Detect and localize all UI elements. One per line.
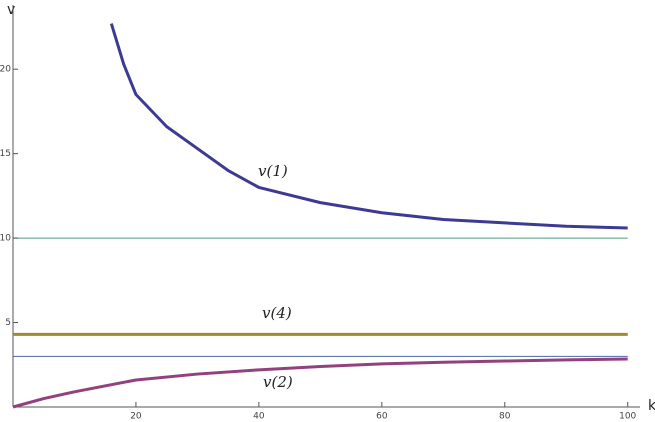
series-label: v(4) — [262, 304, 292, 322]
x-tick-label: 80 — [499, 412, 511, 422]
x-axis-label: k — [648, 398, 655, 414]
y-tick-label: 20 — [0, 65, 11, 75]
series-label: v(2) — [263, 373, 293, 391]
x-tick-label: 20 — [130, 412, 142, 422]
x-tick-label: 100 — [619, 412, 636, 422]
y-tick-label: 15 — [0, 149, 11, 159]
y-tick-label: 10 — [0, 234, 11, 244]
y-axis-label: v — [7, 2, 15, 18]
x-tick-label: 40 — [253, 412, 265, 422]
series-line — [109, 23, 628, 230]
y-tick-label: 5 — [5, 318, 11, 328]
series-line — [12, 357, 628, 409]
x-tick-label: 60 — [376, 412, 388, 422]
series-label: v(1) — [258, 162, 288, 180]
